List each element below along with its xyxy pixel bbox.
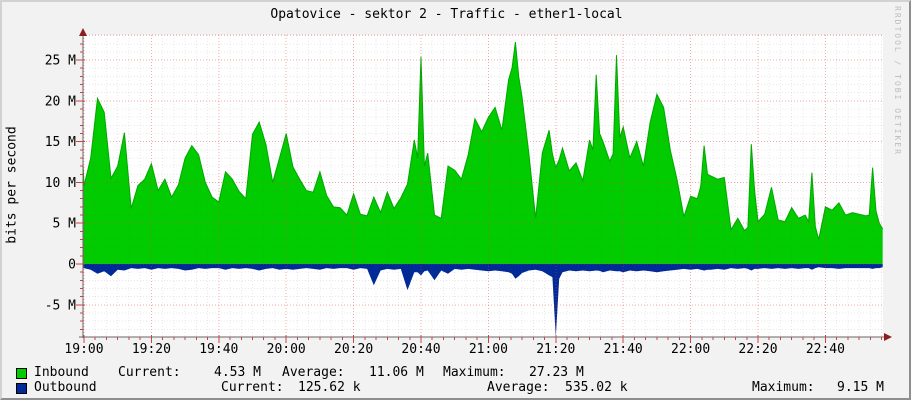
outbound-maximum-label: Maximum: [752, 380, 815, 395]
graph-title: Opatovice - sektor 2 - Traffic - ether1-… [270, 7, 623, 22]
y-tick-label: 15 M [45, 135, 76, 150]
outbound-color-swatch [16, 383, 27, 394]
x-tick-label: 20:40 [401, 342, 440, 357]
inbound-average-value: 11.06 M [369, 365, 424, 380]
inbound-maximum-value: 27.23 M [529, 365, 584, 380]
axes [79, 31, 889, 338]
y-tick-label: 25 M [45, 54, 76, 69]
y-tick-label: -5 M [45, 298, 76, 313]
y-tick-label: 5 M [53, 217, 77, 232]
outbound-current-value: 125.62 k [298, 380, 361, 395]
grid-minor [83, 35, 883, 337]
x-tick-label: 22:20 [738, 342, 777, 357]
outbound-average-label: Average: [487, 380, 550, 395]
series-areas [82, 42, 884, 337]
x-tick-label: 19:00 [64, 342, 103, 357]
y-tick-label: 10 M [45, 176, 76, 191]
inbound-current-value: 4.53 M [214, 365, 261, 380]
outbound-label: Outbound [34, 380, 97, 395]
inbound-color-swatch [16, 368, 27, 379]
outbound-maximum-value: 9.15 M [837, 380, 884, 395]
x-tick-label: 19:20 [132, 342, 171, 357]
inbound-average-label: Average: [282, 365, 345, 380]
inbound-area [83, 42, 883, 264]
x-tick-label: 21:20 [536, 342, 575, 357]
tick-labels: -5 M 0 5 M 10 M 15 M 20 M 25 M 19:00 19:20 19:40 2… [45, 54, 845, 357]
inbound-maximum-label: Maximum: [443, 365, 506, 380]
y-axis-arrow [79, 28, 87, 36]
inbound-label: Inbound [34, 365, 89, 380]
x-tick-label: 20:20 [334, 342, 373, 357]
rrdtool-watermark: RRDTOOL / TOBI OETIKER [893, 6, 902, 156]
inbound-current-label: Current: [118, 365, 181, 380]
x-tick-label: 20:00 [267, 342, 306, 357]
x-tick-label: 22:40 [806, 342, 845, 357]
outbound-average-value: 535.02 k [565, 380, 628, 395]
x-tick-label: 19:40 [199, 342, 238, 357]
x-tick-label: 21:40 [604, 342, 643, 357]
x-axis-arrow [884, 333, 892, 341]
grid-major [83, 34, 883, 337]
x-tick-label: 21:00 [469, 342, 508, 357]
y-tick-label: 20 M [45, 94, 76, 109]
y-tick-label: 0 [68, 258, 76, 273]
inbound-edge-line [82, 42, 884, 240]
axis-ticks [76, 35, 883, 343]
outbound-current-label: Current: [221, 380, 284, 395]
x-tick-label: 22:00 [671, 342, 710, 357]
